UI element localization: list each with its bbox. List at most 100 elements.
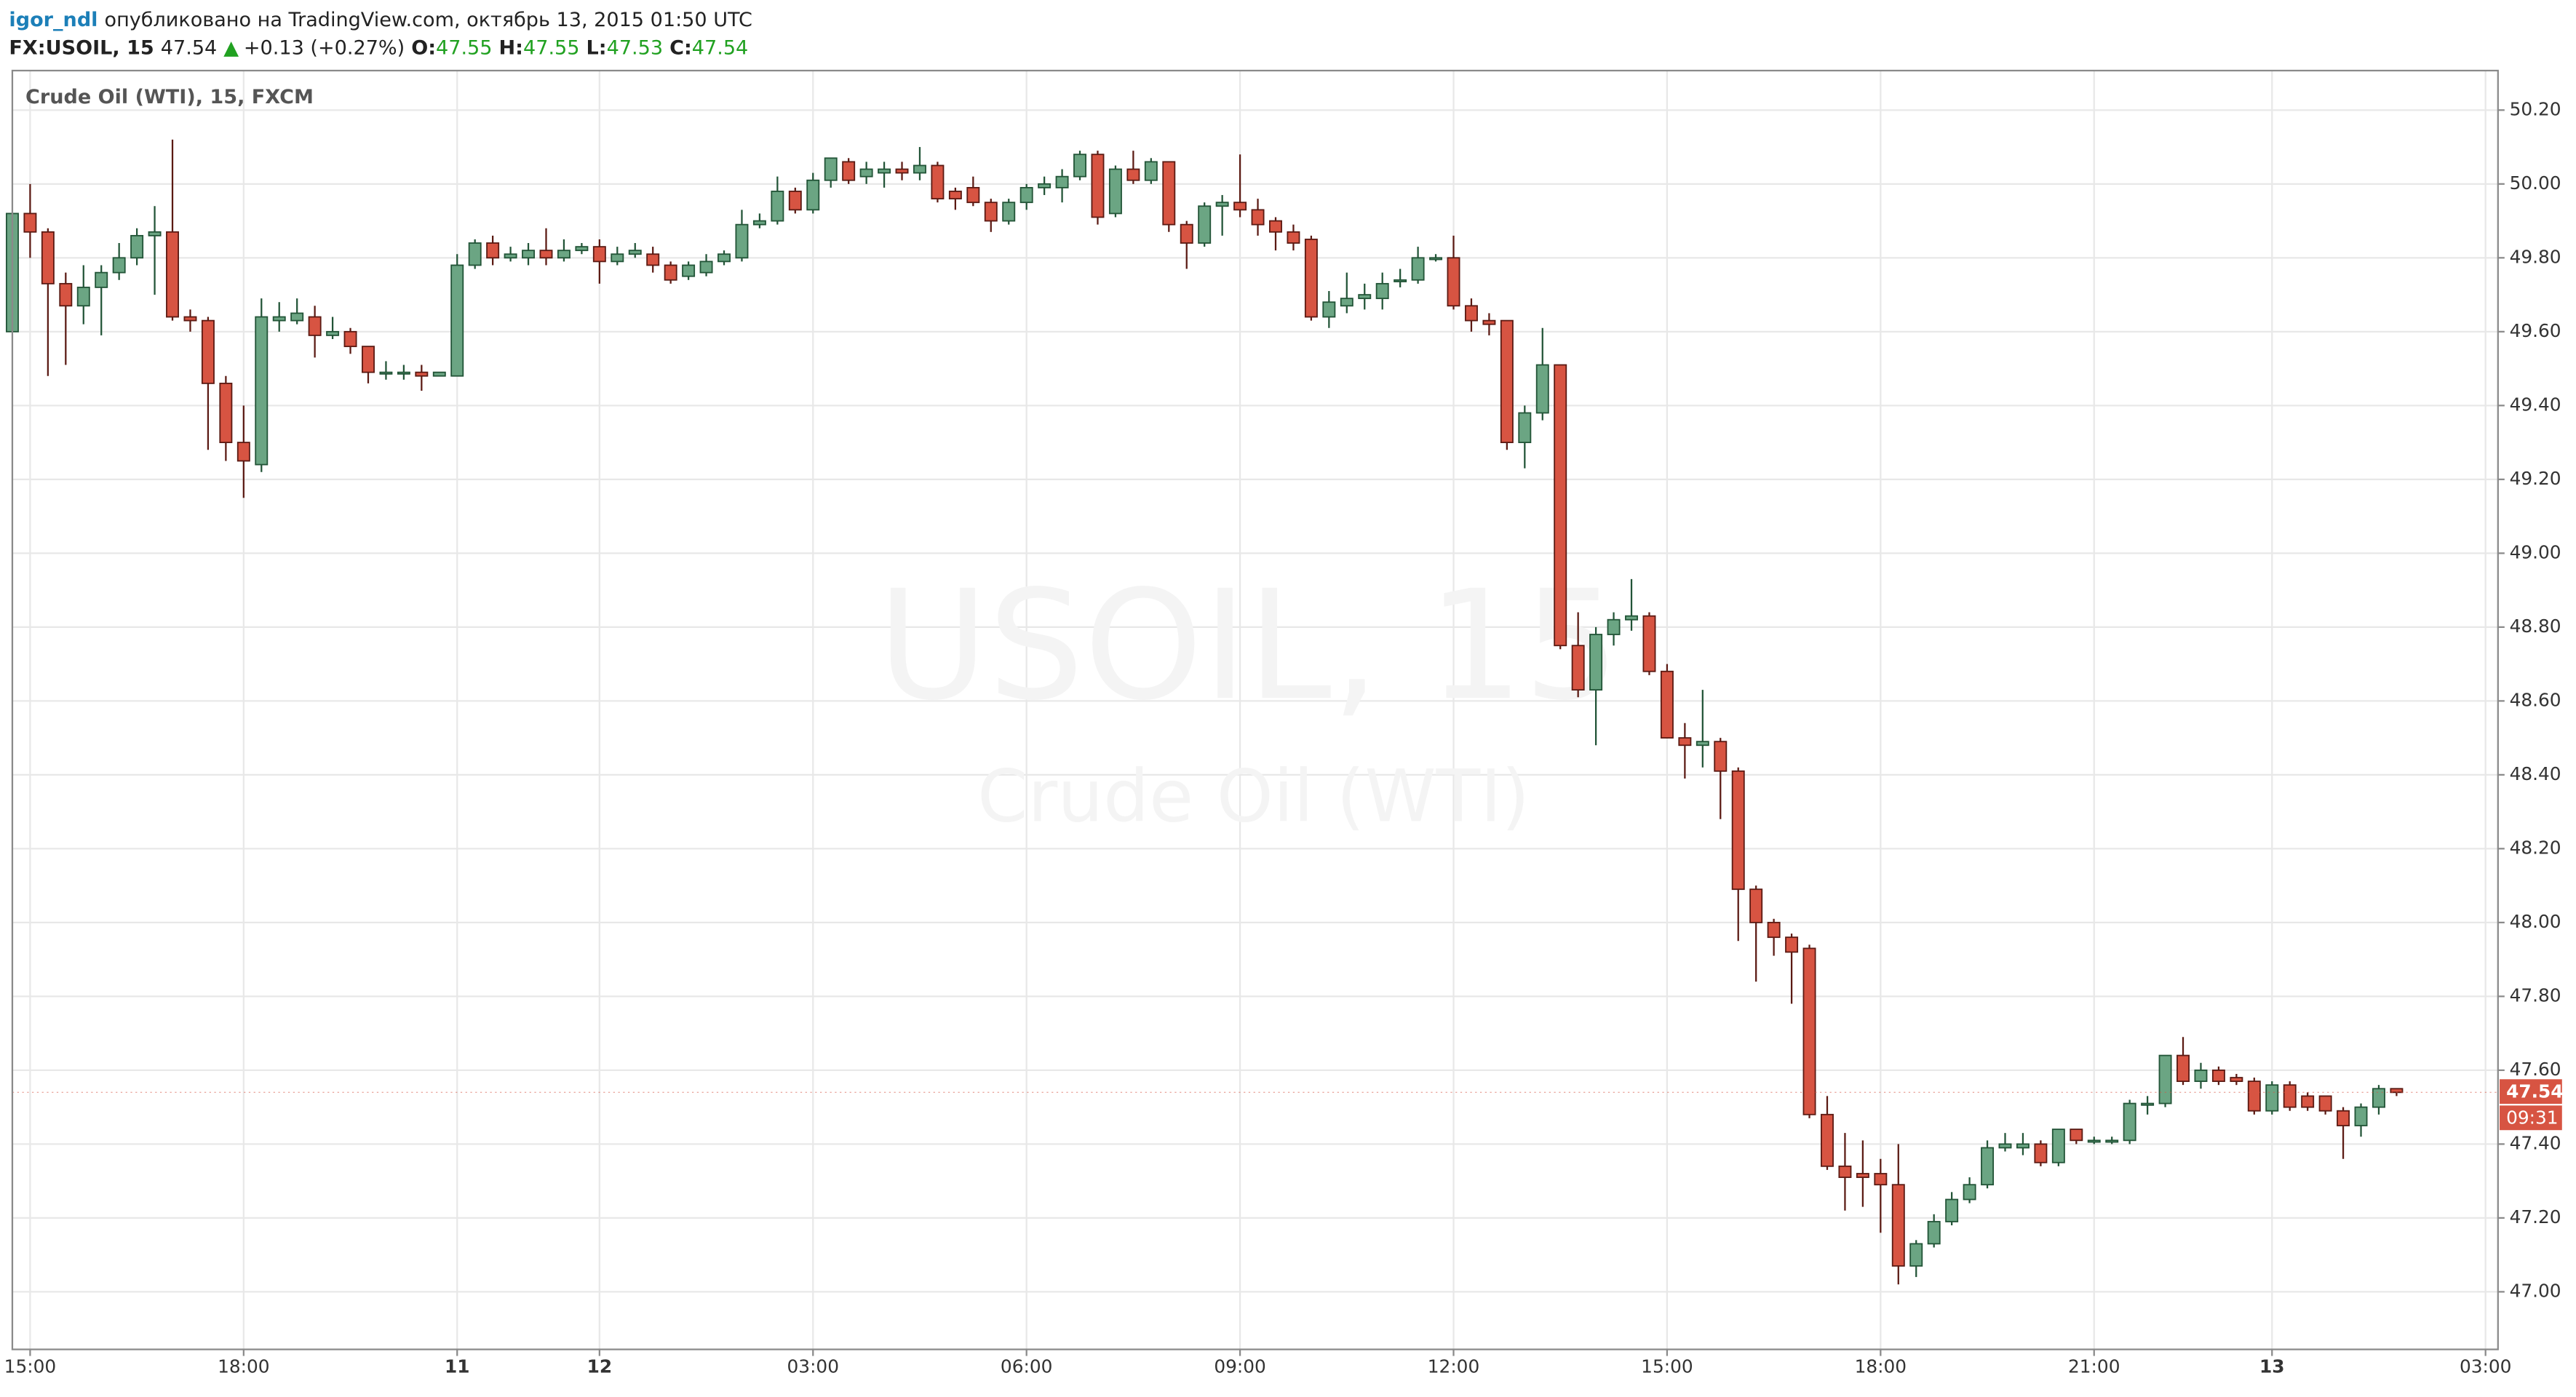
grid <box>12 71 2498 1350</box>
candle-body <box>842 161 856 181</box>
candle-body <box>23 212 37 233</box>
y-tick-label: 48.40 <box>2510 763 2561 784</box>
candle-body <box>664 264 677 281</box>
last-price-box <box>2500 1079 2562 1105</box>
candle-body <box>2354 1106 2368 1126</box>
candle-body <box>1038 183 1052 188</box>
candle-body <box>2337 1110 2350 1126</box>
candle-body <box>362 346 375 373</box>
candle-body <box>41 231 55 284</box>
candle-body <box>255 316 269 466</box>
candle-body <box>2034 1143 2048 1163</box>
candle-body <box>1215 202 1229 207</box>
candle-body <box>948 191 962 200</box>
candle-body <box>966 186 980 204</box>
candle-body <box>2301 1095 2315 1108</box>
candle-body <box>183 316 197 322</box>
y-tick-label: 49.60 <box>2510 320 2561 341</box>
candle-body <box>1749 888 1763 923</box>
candle-body <box>1518 412 1532 443</box>
candle-body <box>752 220 766 226</box>
axes: 47.00 47.20 47.40 47.60 47.80 48.00 48.20 48.40… <box>4 98 2564 1377</box>
candle-body <box>2158 1054 2172 1105</box>
y-tick-label: 49.20 <box>2510 468 2561 489</box>
h-value: 47.55 <box>523 36 579 59</box>
y-tick-label: 48.20 <box>2510 837 2561 858</box>
candle-body <box>1802 947 1816 1115</box>
symbol: FX:USOIL, 15 <box>9 36 154 59</box>
legend: Crude Oil (WTI), 15, FXCM <box>25 86 314 108</box>
candle-body <box>824 157 838 181</box>
candle-body <box>1233 202 1247 211</box>
last-price-label: 47.54 <box>2506 1080 2563 1102</box>
y-tick-label: 49.80 <box>2510 246 2561 267</box>
x-tick-label: 03:00 <box>2460 1356 2511 1377</box>
candle-body <box>1500 319 1514 443</box>
candle-body <box>788 191 802 211</box>
y-tick-label: 50.00 <box>2510 172 2561 194</box>
candle-body <box>895 168 909 174</box>
x-tick-label: 06:00 <box>1001 1356 1052 1377</box>
y-tick-label: 47.20 <box>2510 1206 2561 1227</box>
x-tick-label: 18:00 <box>1855 1356 1907 1377</box>
candle-body <box>166 231 179 318</box>
arrow: ▲ <box>223 36 239 59</box>
candle-body <box>1660 670 1674 739</box>
x-tick-label: 18:00 <box>218 1356 269 1377</box>
published: опубликовано на TradingView.com, октябрь… <box>105 9 752 31</box>
candle-body <box>2105 1139 2119 1143</box>
quote-line: FX:USOIL, 15 47.54 ▲ +0.13 (+0.27%) O:47.55 H… <box>9 36 748 59</box>
o-value: 47.55 <box>436 36 492 59</box>
candle-body <box>1821 1113 1834 1167</box>
y-tick-label: 48.80 <box>2510 616 2561 637</box>
watermark: USOIL, 15 <box>878 557 1620 733</box>
plot-frame <box>11 69 2499 1350</box>
candle-body <box>486 242 500 259</box>
candle-body <box>1482 319 1496 325</box>
candle-body <box>2070 1129 2083 1142</box>
countdown-label: 09:31 <box>2506 1107 2558 1128</box>
candle-body <box>1571 645 1585 691</box>
candle-body <box>878 168 891 174</box>
y-tick-label: 47.60 <box>2510 1059 2561 1080</box>
candle-body <box>1589 634 1603 691</box>
candle-body <box>1696 741 1709 747</box>
candle-body <box>2123 1102 2136 1142</box>
watermark-subtitle: Crude Oil (WTI) <box>977 755 1530 838</box>
o-label: O: <box>411 36 436 59</box>
candle-body <box>1909 1243 1923 1267</box>
candle-body <box>1785 936 1799 953</box>
candle-body <box>308 316 322 336</box>
candle-body <box>379 371 393 375</box>
candle-body <box>148 231 162 236</box>
candle-body <box>1198 205 1212 244</box>
candle-body <box>1055 175 1069 188</box>
y-tick-label: 47.80 <box>2510 984 2561 1006</box>
candle-body <box>272 316 286 322</box>
candle-body <box>1108 168 1122 215</box>
candle-body <box>95 271 108 288</box>
x-tick-label: 12:00 <box>1428 1356 1479 1377</box>
candle-body <box>397 371 410 375</box>
h-label: H: <box>499 36 523 59</box>
candle-body <box>1358 294 1372 300</box>
author[interactable]: igor_ndl <box>9 9 98 31</box>
candle-body <box>2211 1069 2225 1083</box>
y-tick-label: 50.20 <box>2510 98 2561 119</box>
candle-body <box>628 250 642 255</box>
candle-body <box>1180 223 1193 244</box>
candle-body <box>2194 1069 2208 1083</box>
candle-body <box>432 371 446 377</box>
candle-body <box>717 253 731 263</box>
candle-body <box>2247 1080 2261 1112</box>
candle-body <box>1375 282 1389 300</box>
candle-body <box>2372 1088 2385 1108</box>
candle-body <box>112 257 126 274</box>
l-label: L: <box>587 36 607 59</box>
candle-body <box>76 287 90 307</box>
candle-body <box>1981 1147 1995 1186</box>
candle-body <box>1429 257 1443 260</box>
candle-body <box>504 253 517 259</box>
candle-body <box>1874 1173 1888 1186</box>
